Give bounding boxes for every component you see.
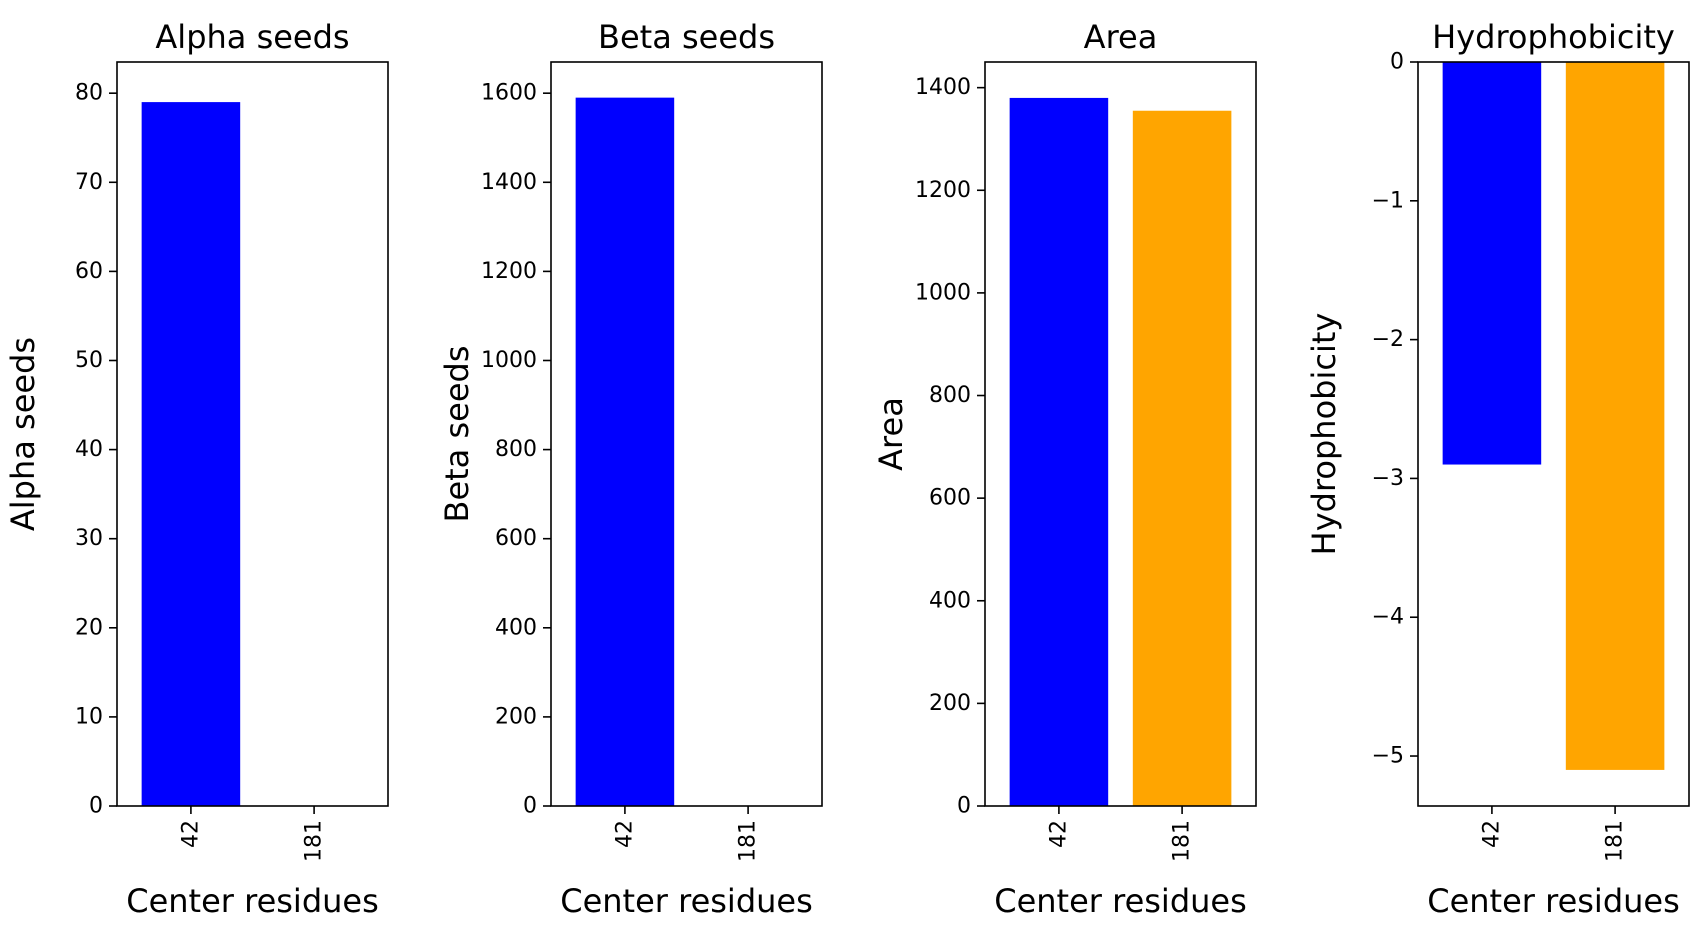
y-tick-label: −3 xyxy=(1372,466,1404,491)
y-tick-label: 600 xyxy=(495,526,537,551)
y-tick-label: 20 xyxy=(75,615,103,640)
x-tick-label: 42 xyxy=(1046,820,1071,848)
y-tick-label: −4 xyxy=(1372,605,1404,630)
bar-42 xyxy=(1442,62,1542,465)
axes-frame xyxy=(1417,61,1690,807)
x-axis-label: Center residues xyxy=(1427,882,1680,920)
y-tick-label: 1600 xyxy=(481,81,537,106)
y-tick-label: 70 xyxy=(75,170,103,195)
y-tick-label: 800 xyxy=(495,437,537,462)
bar-181 xyxy=(1565,62,1665,770)
y-tick-label: 1000 xyxy=(481,348,537,373)
x-tick-label: 181 xyxy=(736,820,761,862)
y-tick-label: 400 xyxy=(495,615,537,640)
x-tick-label: 181 xyxy=(1603,820,1628,862)
axes-frame xyxy=(984,61,1257,807)
chart-title: Area xyxy=(1084,18,1158,56)
y-tick-label: 10 xyxy=(75,704,103,729)
chart-title: Hydrophobicity xyxy=(1432,18,1675,56)
axes-frame xyxy=(116,61,389,807)
bar-42 xyxy=(575,97,675,806)
bar-181 xyxy=(1132,110,1232,807)
chart-title: Alpha seeds xyxy=(155,18,349,56)
x-axis-label: Center residues xyxy=(560,882,813,920)
y-tick-label: 400 xyxy=(929,588,971,613)
y-tick-label: 1200 xyxy=(481,259,537,284)
y-tick-label: 0 xyxy=(957,794,971,819)
y-tick-label: 0 xyxy=(1390,50,1404,75)
y-axis-label: Hydrophobicity xyxy=(1305,313,1343,556)
y-tick-label: 40 xyxy=(75,437,103,462)
y-tick-label: −2 xyxy=(1372,327,1404,352)
x-tick-label: 42 xyxy=(1479,820,1504,848)
y-tick-label: −5 xyxy=(1372,744,1404,769)
x-axis-label: Center residues xyxy=(994,882,1247,920)
axes-frame xyxy=(550,61,823,807)
y-tick-label: 30 xyxy=(75,526,103,551)
y-tick-label: 600 xyxy=(929,486,971,511)
y-tick-label: 800 xyxy=(929,383,971,408)
y-axis-label: Area xyxy=(872,397,910,471)
y-tick-label: 0 xyxy=(89,794,103,819)
chart-panel-3: 0 200 400 600 800 1000 1200 1400 42 181 Area Center… xyxy=(872,18,1257,920)
x-tick-label: 181 xyxy=(302,820,327,862)
y-tick-label: 200 xyxy=(495,704,537,729)
y-tick-label: 60 xyxy=(75,259,103,284)
y-tick-label: 1200 xyxy=(915,178,971,203)
chart-panel-2: 0 200 400 600 800 1000 1200 1400 1600 42 181 Beta s… xyxy=(438,18,823,920)
x-tick-label: 42 xyxy=(612,820,637,848)
y-tick-label: 1400 xyxy=(915,75,971,100)
x-axis-label: Center residues xyxy=(126,882,379,920)
y-tick-label: −1 xyxy=(1372,188,1404,213)
y-tick-label: 1000 xyxy=(915,280,971,305)
bar-42 xyxy=(1009,97,1109,807)
y-tick-label: 0 xyxy=(523,794,537,819)
bar-42 xyxy=(141,102,241,807)
y-tick-label: 200 xyxy=(929,691,971,716)
x-tick-label: 181 xyxy=(1170,820,1195,862)
chart-panel-4: 0 −1 −2 −3 −4 −5 42 181 Hydrophobicity Center res… xyxy=(1305,18,1690,920)
x-tick-label: 42 xyxy=(178,820,203,848)
y-tick-label: 1400 xyxy=(481,170,537,195)
y-axis-label: Alpha seeds xyxy=(4,337,42,531)
chart-title: Beta seeds xyxy=(598,18,775,56)
y-tick-label: 50 xyxy=(75,348,103,373)
y-axis-label: Beta seeds xyxy=(438,346,476,523)
chart-panel-1: 0 10 20 30 40 50 60 70 80 42 181 Alpha seeds Center … xyxy=(4,18,389,920)
y-tick-label: 80 xyxy=(75,81,103,106)
